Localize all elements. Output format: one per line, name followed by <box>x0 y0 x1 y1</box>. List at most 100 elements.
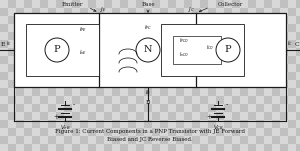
Bar <box>168 32 176 40</box>
Bar <box>0 40 8 48</box>
Bar <box>264 0 272 8</box>
Text: $I_{PC}$: $I_{PC}$ <box>144 24 152 32</box>
Bar <box>24 104 32 112</box>
Bar <box>288 88 296 96</box>
Circle shape <box>45 38 69 62</box>
Bar <box>0 80 8 88</box>
Bar <box>8 40 16 48</box>
Bar <box>216 16 224 24</box>
Bar <box>72 120 80 128</box>
Bar <box>136 56 144 64</box>
Bar <box>280 104 288 112</box>
Bar <box>128 136 136 144</box>
Bar <box>160 72 168 80</box>
Bar <box>248 144 256 151</box>
Bar <box>88 120 96 128</box>
Bar <box>168 8 176 16</box>
Bar <box>112 24 120 32</box>
Bar <box>248 64 256 72</box>
Bar <box>256 104 264 112</box>
Bar <box>296 104 300 112</box>
Bar <box>192 0 200 8</box>
Bar <box>240 72 248 80</box>
Bar <box>168 112 176 120</box>
Bar <box>136 104 144 112</box>
Bar <box>24 96 32 104</box>
Bar <box>120 16 128 24</box>
Bar <box>0 128 8 136</box>
Bar <box>248 16 256 24</box>
Bar <box>272 8 280 16</box>
Bar <box>144 128 152 136</box>
Bar <box>72 80 80 88</box>
Bar <box>144 0 152 8</box>
Bar <box>72 104 80 112</box>
Bar <box>192 128 200 136</box>
Text: +: + <box>206 113 212 121</box>
Bar <box>152 24 160 32</box>
Bar <box>64 144 72 151</box>
Bar <box>224 112 232 120</box>
Bar <box>26 24 99 76</box>
Bar <box>296 0 300 8</box>
Bar <box>272 96 280 104</box>
Text: -: - <box>73 101 75 109</box>
Bar <box>72 24 80 32</box>
Bar <box>0 112 8 120</box>
Bar <box>288 64 296 72</box>
Bar <box>216 32 224 40</box>
Bar <box>160 56 168 64</box>
Bar <box>56 96 64 104</box>
Bar <box>72 112 80 120</box>
Bar <box>72 136 80 144</box>
Bar <box>40 104 48 112</box>
Bar <box>112 0 120 8</box>
Bar <box>24 8 32 16</box>
Bar <box>192 24 200 32</box>
Bar <box>48 144 56 151</box>
Bar <box>264 112 272 120</box>
Bar <box>264 104 272 112</box>
Bar <box>240 104 248 112</box>
Bar <box>56 24 64 32</box>
Bar <box>272 56 280 64</box>
Bar <box>152 112 160 120</box>
Bar <box>256 144 264 151</box>
Bar <box>160 104 168 112</box>
Bar <box>40 112 48 120</box>
Bar <box>40 24 48 32</box>
Bar <box>32 88 40 96</box>
Bar <box>56 40 64 48</box>
Bar <box>32 64 40 72</box>
Bar <box>152 48 160 56</box>
Bar <box>88 144 96 151</box>
Bar <box>280 72 288 80</box>
Bar <box>192 104 200 112</box>
Bar <box>264 64 272 72</box>
Bar <box>232 120 240 128</box>
Bar <box>104 144 112 151</box>
Bar <box>240 88 248 96</box>
Bar <box>8 48 16 56</box>
Bar <box>200 16 208 24</box>
Bar <box>208 80 216 88</box>
Bar <box>80 128 88 136</box>
Bar <box>136 32 144 40</box>
Bar <box>24 144 32 151</box>
Bar <box>152 56 160 64</box>
Bar <box>264 72 272 80</box>
Bar <box>168 16 176 24</box>
Bar <box>56 144 64 151</box>
Bar <box>192 56 200 64</box>
Bar <box>48 56 56 64</box>
Bar <box>208 72 216 80</box>
Bar <box>173 36 221 64</box>
Bar <box>296 120 300 128</box>
Bar <box>40 0 48 8</box>
Text: -: - <box>226 101 228 109</box>
Bar <box>288 128 296 136</box>
Bar <box>120 104 128 112</box>
Bar <box>128 128 136 136</box>
Bar <box>152 88 160 96</box>
Bar <box>224 48 232 56</box>
